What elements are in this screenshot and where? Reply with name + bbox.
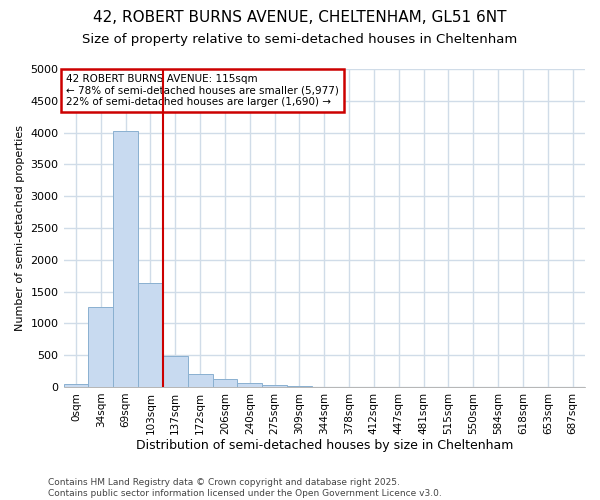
Bar bbox=[88, 308, 113, 387]
Y-axis label: Number of semi-detached properties: Number of semi-detached properties bbox=[15, 125, 25, 331]
Bar bbox=[212, 378, 238, 387]
Bar bbox=[238, 382, 262, 387]
X-axis label: Distribution of semi-detached houses by size in Cheltenham: Distribution of semi-detached houses by … bbox=[136, 440, 513, 452]
Bar bbox=[64, 384, 88, 387]
Bar bbox=[138, 284, 163, 387]
Bar bbox=[163, 356, 188, 387]
Text: 42 ROBERT BURNS AVENUE: 115sqm
← 78% of semi-detached houses are smaller (5,977): 42 ROBERT BURNS AVENUE: 115sqm ← 78% of … bbox=[66, 74, 339, 107]
Bar bbox=[287, 386, 312, 387]
Bar bbox=[113, 132, 138, 387]
Bar bbox=[262, 384, 287, 387]
Text: Size of property relative to semi-detached houses in Cheltenham: Size of property relative to semi-detach… bbox=[82, 32, 518, 46]
Text: Contains HM Land Registry data © Crown copyright and database right 2025.
Contai: Contains HM Land Registry data © Crown c… bbox=[48, 478, 442, 498]
Text: 42, ROBERT BURNS AVENUE, CHELTENHAM, GL51 6NT: 42, ROBERT BURNS AVENUE, CHELTENHAM, GL5… bbox=[93, 10, 507, 25]
Bar bbox=[188, 374, 212, 387]
